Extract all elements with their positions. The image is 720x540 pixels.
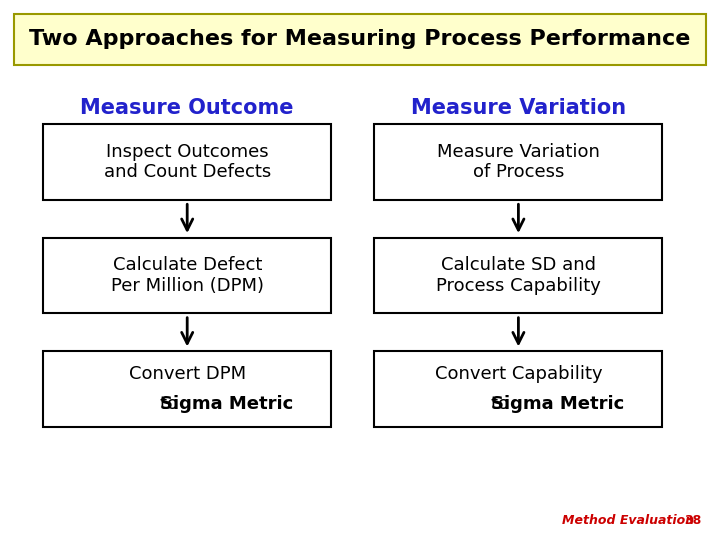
Text: Convert DPM: Convert DPM	[129, 364, 246, 383]
FancyBboxPatch shape	[43, 238, 331, 313]
Text: Sigma Metric: Sigma Metric	[491, 395, 624, 413]
Text: Calculate SD and
Process Capability: Calculate SD and Process Capability	[436, 256, 600, 295]
FancyBboxPatch shape	[14, 14, 706, 65]
FancyBboxPatch shape	[43, 351, 331, 427]
Text: Method Evaluation: Method Evaluation	[562, 514, 694, 526]
Text: Sigma Metric: Sigma Metric	[160, 395, 293, 413]
Text: Convert Capability: Convert Capability	[435, 364, 602, 383]
Text: Measure Outcome: Measure Outcome	[81, 98, 294, 118]
FancyBboxPatch shape	[374, 351, 662, 427]
Text: to: to	[491, 395, 515, 413]
FancyBboxPatch shape	[43, 124, 331, 200]
Text: Measure Variation: Measure Variation	[411, 98, 626, 118]
Text: Two Approaches for Measuring Process Performance: Two Approaches for Measuring Process Per…	[30, 29, 690, 49]
Text: Measure Variation
of Process: Measure Variation of Process	[437, 143, 600, 181]
Text: Inspect Outcomes
and Count Defects: Inspect Outcomes and Count Defects	[104, 143, 271, 181]
Text: to: to	[160, 395, 184, 413]
FancyBboxPatch shape	[374, 124, 662, 200]
FancyBboxPatch shape	[374, 238, 662, 313]
Text: Calculate Defect
Per Million (DPM): Calculate Defect Per Million (DPM)	[111, 256, 264, 295]
Text: 38: 38	[684, 514, 701, 526]
